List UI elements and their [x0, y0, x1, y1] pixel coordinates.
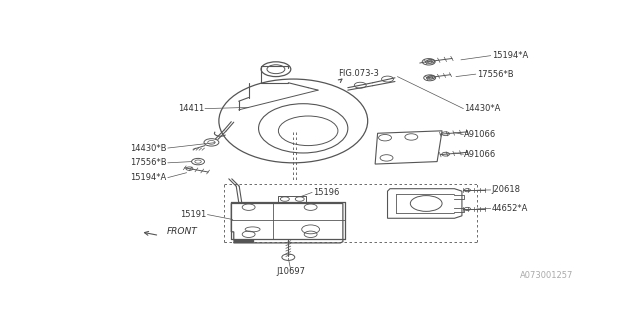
Text: J10697: J10697	[276, 267, 305, 276]
Text: 15191: 15191	[180, 210, 207, 219]
Text: A91066: A91066	[465, 130, 497, 139]
Text: 15196: 15196	[313, 188, 339, 197]
Text: 15194*A: 15194*A	[492, 51, 528, 60]
Text: 14411: 14411	[178, 104, 204, 113]
Text: FIG.073-3: FIG.073-3	[338, 69, 379, 78]
Text: 17556*B: 17556*B	[477, 70, 513, 79]
Text: FRONT: FRONT	[167, 227, 198, 236]
Text: 44652*A: 44652*A	[492, 204, 528, 213]
Text: A91066: A91066	[465, 150, 497, 159]
Text: 14430*A: 14430*A	[465, 104, 500, 113]
Text: J20618: J20618	[492, 185, 521, 195]
Text: 14430*B: 14430*B	[131, 144, 167, 153]
Text: A073001257: A073001257	[520, 271, 573, 280]
Text: 17556*B: 17556*B	[130, 158, 167, 167]
Text: 15194*A: 15194*A	[131, 173, 167, 182]
